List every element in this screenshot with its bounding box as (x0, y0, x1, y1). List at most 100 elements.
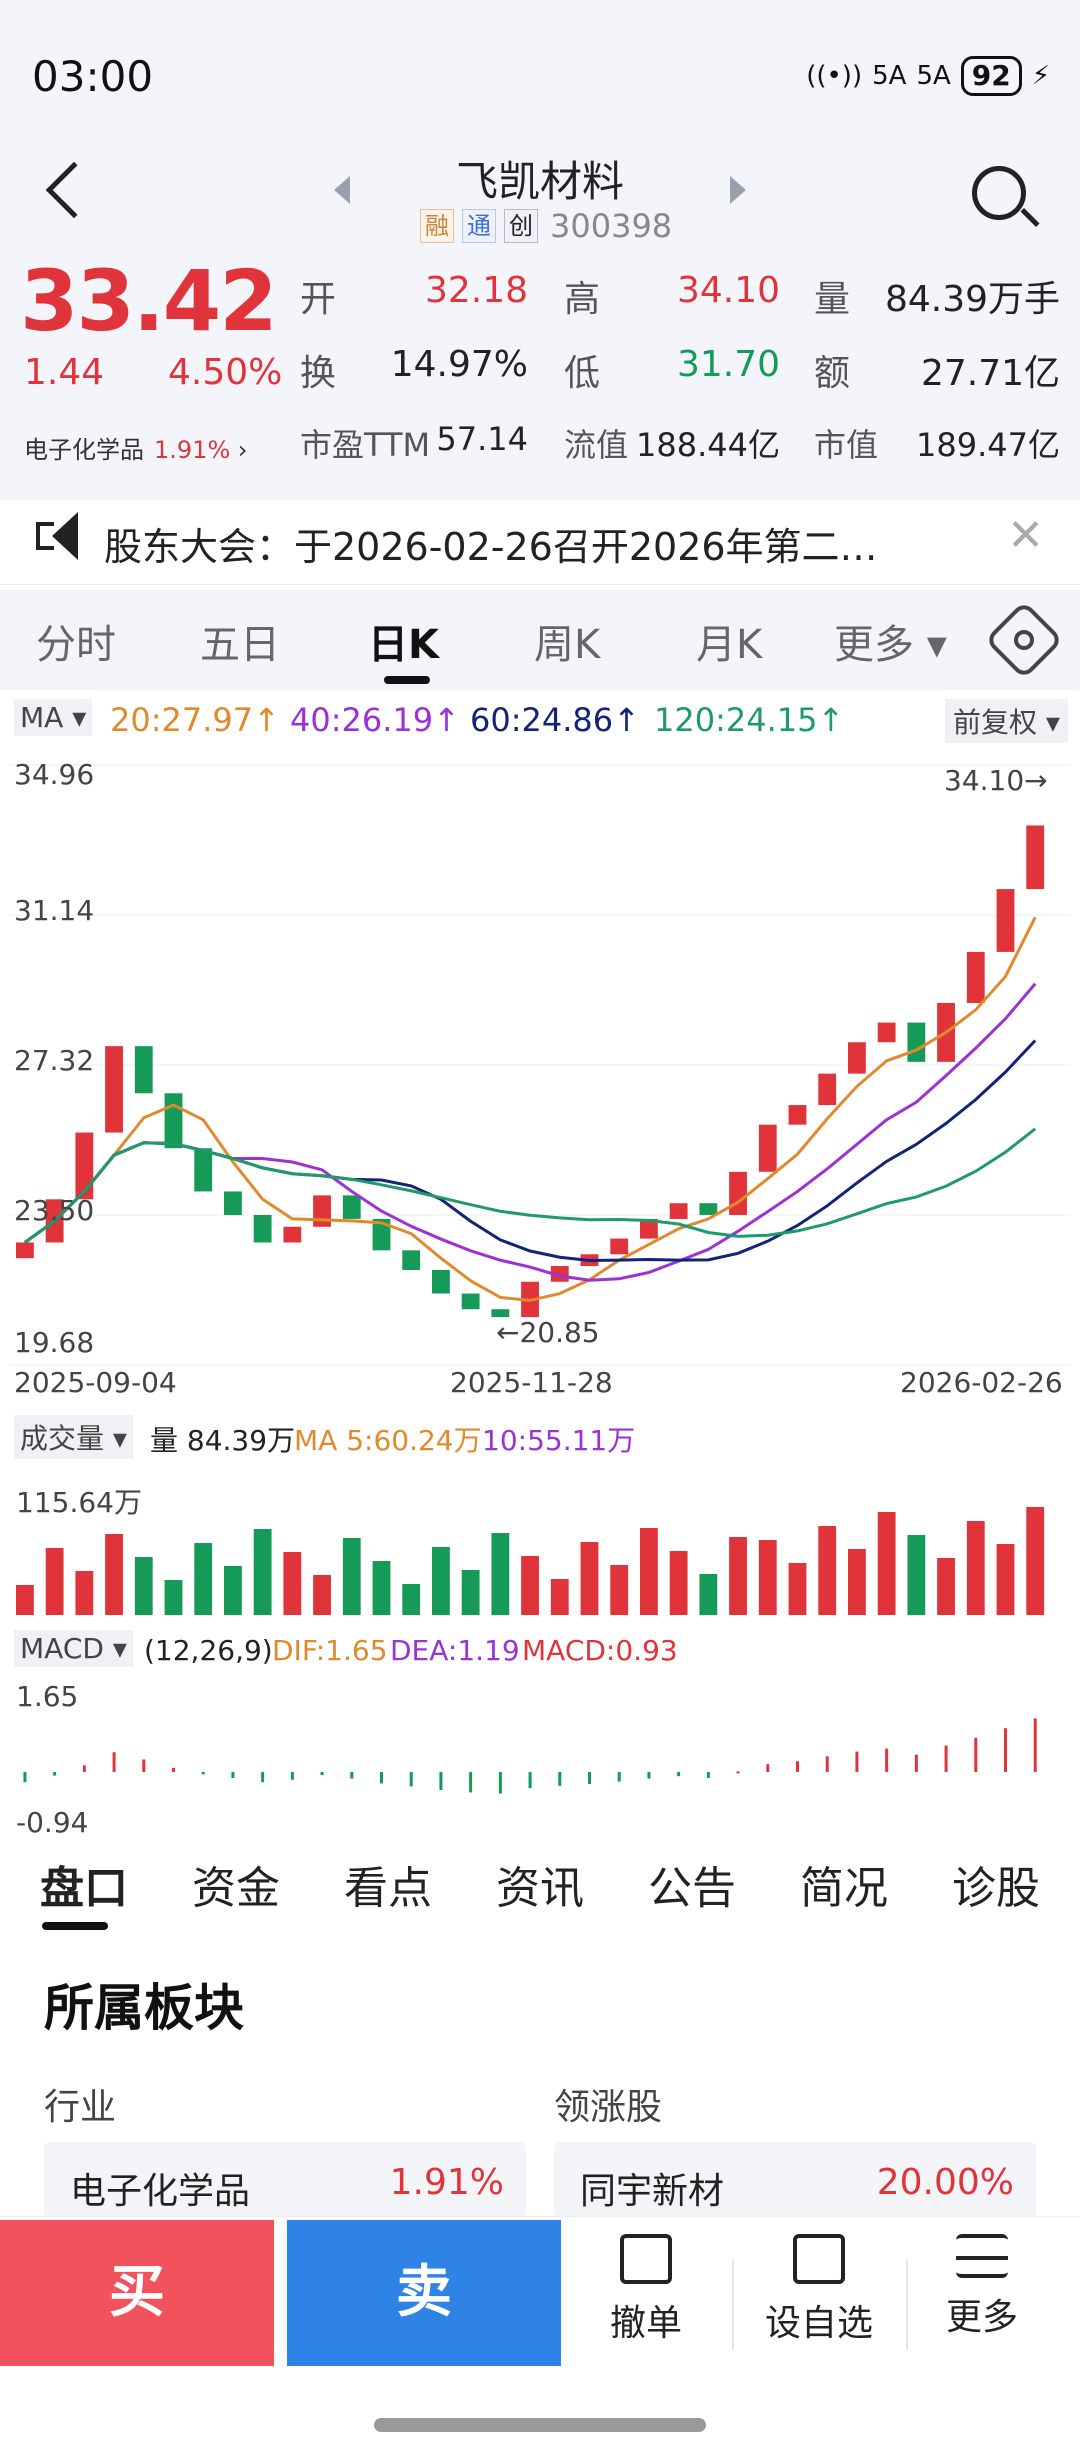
sell-button[interactable]: 卖 (287, 2220, 561, 2366)
quote-header (0, 150, 1080, 500)
candle (818, 1073, 837, 1106)
add-watchlist-button[interactable]: 设自选 (762, 2234, 876, 2346)
candle (16, 1242, 34, 1259)
candle (342, 1195, 361, 1219)
amount-value: 27.71亿 (920, 353, 1060, 394)
adjust-select[interactable]: 前复权 ▾ (945, 699, 1068, 743)
stock-name: 飞凯材料 (455, 157, 624, 206)
volume-bar (818, 1526, 837, 1615)
wifi-icon: ((•)) (806, 61, 863, 91)
volume-bar (253, 1529, 272, 1615)
tab-more[interactable]: 更多 ▾ (834, 622, 947, 668)
cancel-order-button[interactable]: 撤单 (604, 2234, 688, 2346)
macd-chart[interactable] (0, 1712, 1080, 1832)
volume-label: 量 (814, 279, 851, 320)
amount-label: 额 (814, 353, 851, 394)
more-label: 更多 (945, 2297, 1018, 2338)
volume-bar (45, 1548, 64, 1615)
macd-bar (617, 1772, 621, 1782)
macd-bar (1004, 1728, 1007, 1772)
volume-y-label: 115.64万 (16, 1486, 142, 1519)
volume-bar (283, 1552, 302, 1615)
volume-bar (402, 1584, 421, 1615)
candle (877, 1022, 896, 1043)
candle (461, 1293, 480, 1310)
volume-bar (432, 1547, 450, 1615)
tab-diagnosis[interactable]: 诊股 (952, 1863, 1040, 1914)
macd-params: (12,26,9) (144, 1634, 273, 1667)
buy-button[interactable]: 买 (0, 2220, 274, 2366)
tab-5day[interactable]: 五日 (200, 622, 280, 668)
industry-name: 电子化学品 (24, 436, 144, 464)
volume-ma5: MA 5:60.24万 (294, 1424, 482, 1457)
home-indicator[interactable] (374, 2418, 706, 2432)
more-button[interactable]: 更多 (940, 2234, 1024, 2340)
volume-bar (16, 1585, 34, 1615)
kline-chart[interactable] (0, 745, 1080, 1405)
candle (105, 1046, 123, 1133)
macd-bar (320, 1772, 324, 1775)
candle (253, 1215, 272, 1243)
macd-bar (766, 1764, 770, 1772)
volume-bar (134, 1557, 153, 1615)
industry-link[interactable]: 电子化学品 1.91% › (24, 436, 248, 464)
macd-bar (914, 1754, 918, 1772)
cancel-order-icon (620, 2234, 672, 2284)
volume-chart[interactable] (0, 1495, 1080, 1615)
macd-bar (706, 1772, 710, 1778)
y-label: 31.14 (14, 894, 95, 927)
macd-select[interactable]: MACD ▾ (14, 1630, 133, 1667)
volume-bar (729, 1537, 747, 1615)
industry-section-label: 行业 (44, 2087, 117, 2128)
macd-bar (469, 1772, 473, 1793)
candle (788, 1105, 807, 1125)
x-label: 2025-11-28 (450, 1366, 613, 1399)
tab-weekly-k[interactable]: 周K (534, 622, 601, 668)
macd-bar (380, 1772, 383, 1784)
macd-bar (677, 1772, 681, 1777)
close-icon[interactable]: ✕ (1007, 510, 1044, 561)
macd-bar (23, 1772, 27, 1783)
search-icon[interactable] (972, 166, 1026, 220)
prev-stock-icon[interactable] (334, 176, 350, 204)
tab-news[interactable]: 资讯 (496, 1863, 584, 1914)
volume-value: 量 84.39万 (150, 1424, 296, 1457)
volume-bar (75, 1571, 94, 1615)
market-cap-label: 市值 (814, 426, 879, 464)
volume-select[interactable]: 成交量 ▾ (14, 1415, 133, 1459)
dea-value: DEA:1.19 (390, 1634, 520, 1667)
candle (164, 1093, 183, 1149)
price-change: 1.44 (24, 352, 105, 393)
pe-label: 市盈TTM (300, 426, 431, 464)
notice-bar[interactable]: 股东大会：于2026-02-26召开2026年第二… ✕ (0, 500, 1080, 585)
ma40-value: 40:26.19↑ (290, 701, 460, 739)
next-stock-icon[interactable] (730, 176, 746, 204)
tab-profile[interactable]: 简况 (800, 1863, 888, 1914)
battery-icon: 92 (960, 56, 1022, 96)
open-label: 开 (300, 279, 337, 320)
industry-card[interactable]: 电子化学品 1.91% (44, 2142, 526, 2222)
volume-bar (877, 1512, 896, 1615)
tab-daily-k[interactable]: 日K (368, 622, 439, 668)
tab-monthly-k[interactable]: 月K (696, 622, 763, 668)
tab-intraday[interactable]: 分时 (36, 622, 116, 668)
macd-bar (528, 1772, 532, 1789)
section-title: 所属板块 (44, 1979, 244, 2037)
macd-bar (558, 1772, 562, 1786)
ma-select[interactable]: MA ▾ (14, 699, 93, 736)
high-label: 高 (564, 279, 601, 320)
volume-bar (937, 1558, 955, 1615)
tab-orderbook[interactable]: 盘口 (40, 1863, 128, 1914)
signal-icon: 5A (916, 61, 951, 91)
tab-announcements[interactable]: 公告 (648, 1863, 736, 1914)
ma120-value: 120:24.15↑ (654, 701, 845, 739)
float-cap-value: 188.44亿 (636, 426, 780, 464)
macd-bar (885, 1748, 889, 1772)
ma20-line (24, 916, 1037, 1302)
tab-funds[interactable]: 资金 (192, 1863, 280, 1914)
volume-bar (907, 1535, 926, 1615)
tab-highlights[interactable]: 看点 (344, 1863, 432, 1914)
industry-pct: 1.91% (154, 436, 231, 464)
leader-card[interactable]: 同宇新材 20.00% (554, 2142, 1036, 2222)
y-label: 23.50 (14, 1194, 95, 1227)
